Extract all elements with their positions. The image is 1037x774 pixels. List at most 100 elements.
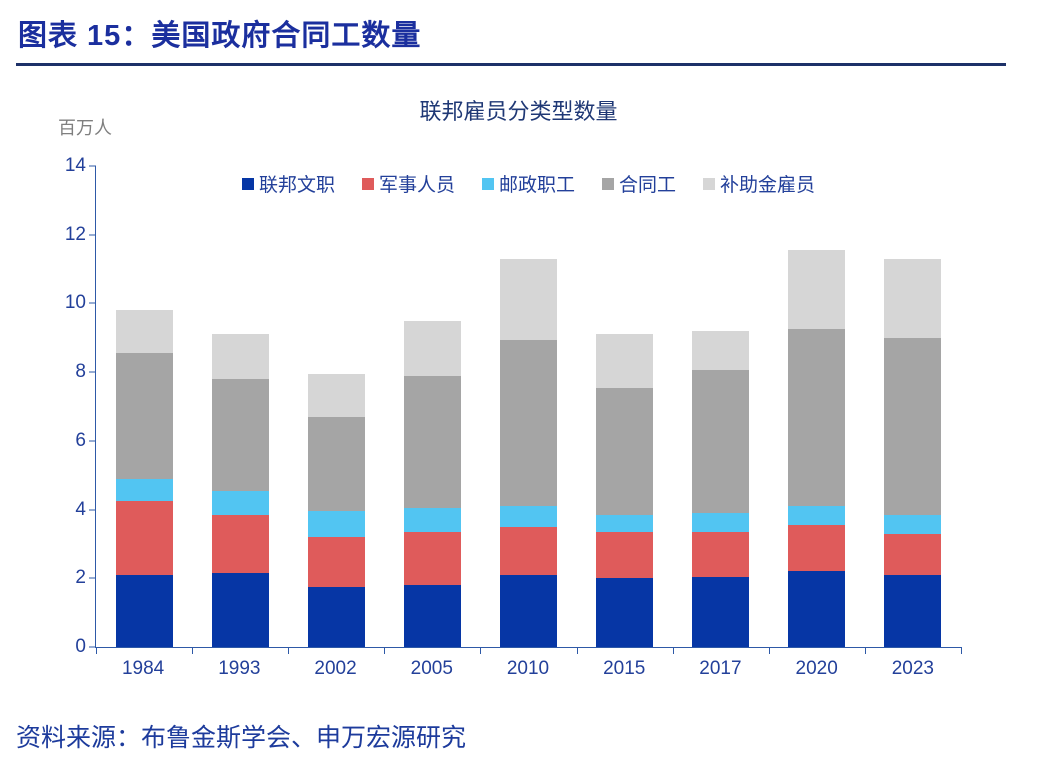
bar-segment-补助金雇员 (596, 334, 654, 388)
bar-slot (769, 166, 865, 647)
x-axis-label: 2020 (795, 658, 838, 679)
bar-segment-军事人员 (115, 501, 173, 575)
bar-slot (96, 166, 192, 647)
legend-swatch-icon (241, 177, 254, 190)
bar-segment-联邦文职 (596, 578, 654, 647)
stacked-bar-1984 (115, 166, 173, 647)
bar-segment-联邦文职 (692, 576, 750, 647)
y-axis-tick-label: 8 (75, 361, 86, 383)
bar-segment-军事人员 (884, 533, 942, 575)
bar-segment-军事人员 (403, 531, 461, 586)
legend-swatch-icon (361, 177, 374, 190)
bar-segment-合同工 (499, 339, 557, 507)
bar-segment-联邦文职 (307, 586, 365, 647)
bar-segment-合同工 (211, 379, 269, 491)
chart-title: 联邦雇员分类型数量 (419, 99, 618, 124)
stacked-bar-2005 (403, 166, 461, 647)
bar-slot (577, 166, 673, 647)
stacked-bar-2015 (596, 166, 654, 647)
bars-container (96, 166, 961, 647)
bar-segment-合同工 (884, 337, 942, 515)
x-axis-tick-mark (384, 647, 386, 654)
bar-segment-补助金雇员 (692, 330, 750, 371)
bar-slot (384, 166, 480, 647)
legend-swatch-icon (481, 177, 494, 190)
bar-segment-补助金雇员 (788, 250, 846, 330)
x-axis-tick-mark (288, 647, 290, 654)
legend-item-军事人员: 军事人员 (361, 170, 455, 197)
bar-segment-合同工 (596, 387, 654, 515)
bar-segment-军事人员 (596, 531, 654, 579)
y-axis-tick-mark (89, 371, 96, 373)
stacked-bar-2017 (692, 166, 750, 647)
bar-segment-补助金雇员 (307, 373, 365, 417)
bar-segment-邮政职工 (884, 514, 942, 534)
y-axis-tick-label: 2 (75, 567, 86, 589)
y-axis-tick-label: 12 (64, 223, 86, 245)
bar-segment-联邦文职 (403, 585, 461, 647)
bar-segment-补助金雇员 (499, 258, 557, 340)
y-axis-tick-label: 4 (75, 498, 86, 520)
x-axis-tick-mark (961, 647, 962, 654)
legend-label: 补助金雇员 (720, 175, 816, 196)
bar-segment-联邦文职 (884, 574, 942, 647)
bar-segment-军事人员 (692, 531, 750, 577)
stacked-bar-2023 (884, 166, 942, 647)
bar-slot (288, 166, 384, 647)
plot-area: 0 2 4 6 8 10 12 14 联邦文职 军事人员 邮政职工 合同工 补助金雇员 (65, 155, 962, 657)
y-axis-tick-label: 6 (75, 429, 86, 451)
legend-item-合同工: 合同工 (602, 170, 676, 197)
bar-segment-邮政职工 (211, 490, 269, 515)
legend-label: 联邦文职 (258, 175, 335, 196)
y-axis: 0 2 4 6 8 10 12 14 (65, 155, 961, 657)
bar-segment-军事人员 (211, 514, 269, 574)
x-axis-label: 1993 (218, 658, 261, 679)
y-axis-tick-label: 14 (64, 155, 86, 176)
y-axis-tick-mark (89, 509, 96, 511)
source-note: 资料来源：布鲁金斯学会、申万宏源研究 (16, 724, 467, 752)
bar-slot (865, 166, 961, 647)
x-axis-tick-mark (768, 647, 770, 654)
legend-label: 合同工 (619, 175, 677, 196)
x-axis-label: 2023 (891, 658, 934, 679)
stacked-bar-2002 (307, 166, 365, 647)
x-axis-tick-mark (192, 647, 194, 654)
x-axis-tick-mark (576, 647, 578, 654)
bar-segment-合同工 (403, 375, 461, 508)
y-axis-tick-mark (89, 440, 96, 442)
legend-swatch-icon (703, 177, 716, 190)
x-axis-label: 1984 (121, 658, 165, 679)
y-axis-tick-mark (89, 302, 96, 304)
chart-legend: 联邦文职 军事人员 邮政职工 合同工 补助金雇员 (96, 170, 961, 197)
x-axis-label: 2002 (314, 658, 357, 679)
y-axis-tick-label: 10 (64, 292, 86, 314)
x-axis-ticks (96, 647, 962, 654)
x-axis-label: 2017 (699, 658, 742, 679)
bar-segment-邮政职工 (788, 506, 846, 526)
bar-slot (480, 166, 576, 647)
x-axis-label: 2010 (506, 658, 550, 679)
bar-segment-合同工 (307, 416, 365, 512)
y-axis-tick-mark (89, 234, 96, 236)
bar-segment-邮政职工 (115, 478, 173, 501)
figure-title: 图表 15：美国政府合同工数量 (18, 20, 422, 52)
bar-segment-军事人员 (499, 526, 557, 575)
y-axis-unit-label: 百万人 (58, 118, 112, 138)
bar-segment-合同工 (692, 370, 750, 514)
x-axis-labels: 1984 1993 2002 2005 2010 2015 2017 2020 2023 (95, 658, 961, 680)
bar-slot (192, 166, 288, 647)
legend-label: 邮政职工 (498, 175, 575, 196)
x-axis-label: 2005 (410, 658, 453, 679)
bar-segment-补助金雇员 (403, 320, 461, 376)
stacked-bar-2020 (788, 166, 846, 647)
y-axis-tick-mark (89, 646, 96, 648)
bar-segment-补助金雇员 (115, 310, 173, 354)
bar-segment-邮政职工 (403, 507, 461, 532)
bar-segment-合同工 (788, 329, 846, 507)
x-axis-tick-mark (672, 647, 674, 654)
y-axis-tick-label: 0 (75, 636, 86, 657)
legend-item-邮政职工: 邮政职工 (481, 170, 575, 197)
bar-segment-邮政职工 (499, 506, 557, 527)
y-axis-tick-mark (89, 577, 96, 579)
y-axis-tick-mark (89, 165, 96, 167)
